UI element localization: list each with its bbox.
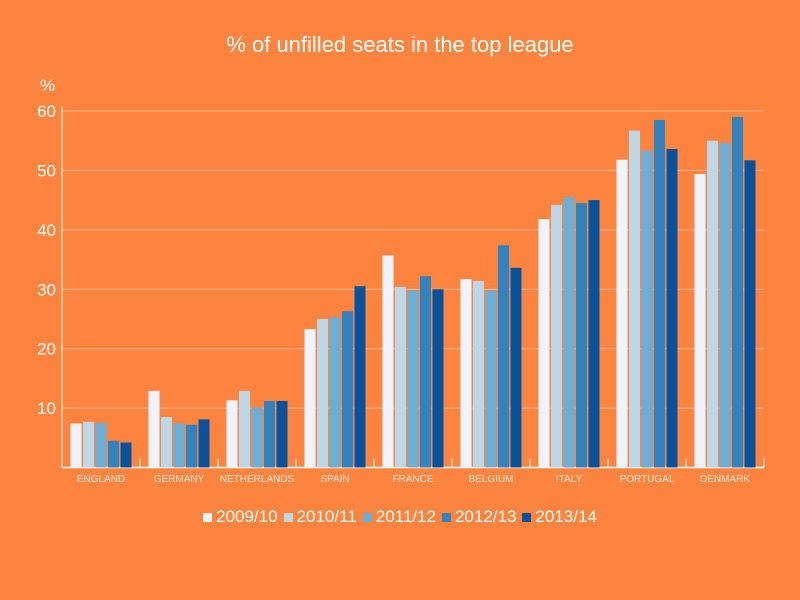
x-tick-label: NETHERLANDS [220, 474, 295, 485]
bar-germany-2012-13 [186, 424, 197, 468]
bar-italy-2009-10 [538, 219, 550, 468]
bar-england-2009-10 [70, 423, 82, 468]
x-tick-label: PORTUGAL [620, 474, 675, 485]
bar-france-2009-10 [382, 255, 394, 468]
y-tick-label: 50 [37, 161, 56, 180]
bar-netherlands-2013-14 [276, 400, 288, 468]
bar-france-2012-13 [420, 276, 431, 468]
bar-netherlands-2010-11 [239, 390, 250, 468]
x-tick-label: BELGIUM [468, 474, 513, 485]
bar-portugal-2010-11 [629, 130, 640, 468]
bar-england-2013-14 [120, 442, 132, 468]
bar-belgium-2012-13 [498, 245, 509, 468]
bar-portugal-2009-10 [616, 159, 628, 468]
bar-france-2011-12 [407, 290, 419, 468]
bar-germany-2010-11 [161, 416, 172, 468]
bar-germany-2009-10 [148, 390, 160, 468]
bar-spain-2011-12 [329, 317, 341, 468]
legend-label: 2013/14 [535, 507, 597, 526]
y-tick-label: 40 [37, 221, 56, 240]
bar-belgium-2011-12 [485, 290, 497, 468]
bar-belgium-2009-10 [460, 279, 472, 468]
bar-france-2013-14 [432, 289, 444, 468]
y-tick-label: 20 [37, 340, 56, 359]
legend-label: 2009/10 [216, 507, 278, 526]
y-tick-label: 10 [37, 399, 56, 418]
legend-swatch [441, 512, 451, 522]
bar-belgium-2010-11 [473, 280, 484, 468]
bar-england-2012-13 [108, 440, 119, 468]
bar-spain-2012-13 [342, 311, 353, 468]
bar-france-2010-11 [395, 286, 406, 468]
legend-swatch [203, 512, 213, 522]
bar-england-2011-12 [95, 422, 107, 468]
legend: 2009/10 2010/11 2011/12 2012/13 2013/14 [0, 507, 800, 527]
bar-spain-2013-14 [354, 286, 366, 468]
bar-spain-2009-10 [304, 329, 316, 468]
bar-netherlands-2009-10 [226, 400, 238, 468]
legend-swatch [362, 512, 372, 522]
legend-item: 2013/14 [522, 507, 597, 527]
bar-netherlands-2012-13 [264, 400, 275, 468]
bar-italy-2010-11 [551, 204, 562, 468]
legend-item: 2009/10 [203, 507, 278, 527]
bar-spain-2010-11 [317, 318, 328, 468]
x-tick-label: ENGLAND [77, 474, 125, 485]
x-tick-label: ITALY [556, 474, 583, 485]
x-tick-label: SPAIN [320, 474, 349, 485]
bar-belgium-2013-14 [510, 267, 522, 468]
bar-germany-2011-12 [173, 423, 185, 468]
bar-italy-2012-13 [576, 203, 587, 468]
bar-denmark-2012-13 [732, 116, 743, 468]
y-tick-label: 60 [37, 102, 56, 121]
chart-title: % of unfilled seats in the top league [226, 32, 574, 57]
bar-italy-2013-14 [588, 200, 600, 468]
x-tick-label: FRANCE [392, 474, 433, 485]
bar-portugal-2012-13 [654, 119, 665, 468]
bar-denmark-2013-14 [744, 160, 756, 468]
bar-germany-2013-14 [198, 419, 210, 468]
x-tick-label: GERMANY [154, 474, 205, 485]
legend-item: 2012/13 [441, 507, 517, 527]
bar-italy-2011-12 [563, 197, 575, 468]
bar-portugal-2011-12 [641, 150, 653, 468]
bar-denmark-2009-10 [694, 173, 706, 468]
legend-swatch [522, 512, 532, 522]
legend-swatch [283, 512, 293, 522]
legend-item: 2010/11 [283, 507, 357, 527]
bar-england-2010-11 [83, 421, 94, 468]
y-tick-label: 30 [37, 280, 56, 299]
legend-label: 2011/12 [375, 507, 436, 526]
bar-netherlands-2011-12 [251, 407, 263, 468]
bar-denmark-2011-12 [719, 143, 731, 468]
bar-denmark-2010-11 [707, 140, 718, 468]
legend-label: 2012/13 [454, 507, 517, 526]
bar-portugal-2013-14 [666, 149, 678, 468]
x-tick-label: DENMARK [700, 474, 750, 485]
legend-item: 2011/12 [362, 507, 436, 527]
legend-label: 2010/11 [296, 507, 357, 526]
y-axis-label: % [40, 76, 55, 95]
